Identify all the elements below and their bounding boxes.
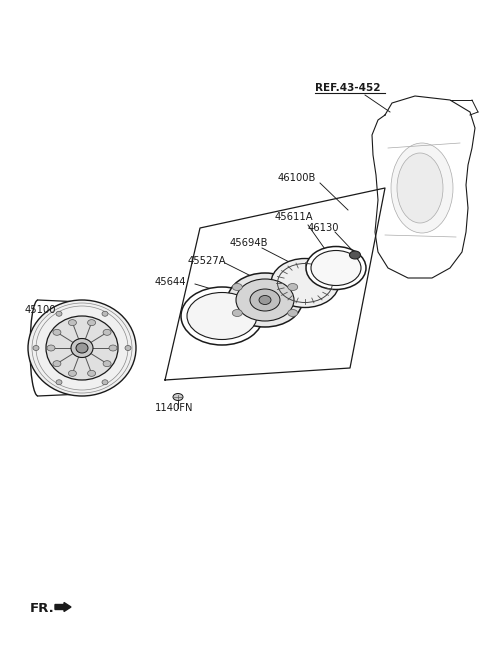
Ellipse shape xyxy=(53,329,61,335)
Ellipse shape xyxy=(69,320,76,326)
Ellipse shape xyxy=(102,311,108,316)
Ellipse shape xyxy=(56,311,62,316)
Ellipse shape xyxy=(53,361,61,367)
Text: 45694B: 45694B xyxy=(230,238,268,248)
Ellipse shape xyxy=(397,153,443,223)
Ellipse shape xyxy=(236,279,294,321)
Ellipse shape xyxy=(69,371,76,376)
Ellipse shape xyxy=(56,380,62,385)
Ellipse shape xyxy=(259,296,271,304)
Ellipse shape xyxy=(87,371,96,376)
Ellipse shape xyxy=(250,289,280,311)
Ellipse shape xyxy=(46,316,118,380)
Ellipse shape xyxy=(71,338,93,357)
Text: 45100: 45100 xyxy=(25,305,57,315)
Ellipse shape xyxy=(181,287,263,345)
Ellipse shape xyxy=(103,329,111,335)
Ellipse shape xyxy=(47,345,55,351)
Ellipse shape xyxy=(349,251,360,259)
Ellipse shape xyxy=(28,300,136,396)
Ellipse shape xyxy=(232,309,242,317)
Ellipse shape xyxy=(228,273,302,327)
Ellipse shape xyxy=(288,309,298,317)
Ellipse shape xyxy=(311,250,361,286)
Ellipse shape xyxy=(125,346,131,350)
Text: 45611A: 45611A xyxy=(275,212,313,222)
Ellipse shape xyxy=(187,292,257,340)
Ellipse shape xyxy=(102,380,108,385)
Text: 45527A: 45527A xyxy=(188,256,227,266)
Text: FR.: FR. xyxy=(30,602,55,614)
Ellipse shape xyxy=(33,346,39,350)
Ellipse shape xyxy=(271,258,339,307)
Ellipse shape xyxy=(288,284,298,290)
Ellipse shape xyxy=(232,284,242,290)
Ellipse shape xyxy=(103,361,111,367)
Ellipse shape xyxy=(173,394,183,401)
Ellipse shape xyxy=(87,320,96,326)
Ellipse shape xyxy=(391,143,453,233)
Ellipse shape xyxy=(306,246,366,290)
Text: 46100B: 46100B xyxy=(278,173,316,183)
Text: 46130: 46130 xyxy=(308,223,339,233)
Text: 45644: 45644 xyxy=(155,277,187,287)
Text: REF.43-452: REF.43-452 xyxy=(315,83,381,93)
Ellipse shape xyxy=(109,345,117,351)
FancyArrow shape xyxy=(55,602,71,612)
Ellipse shape xyxy=(76,343,88,353)
Text: 1140FN: 1140FN xyxy=(155,403,193,413)
